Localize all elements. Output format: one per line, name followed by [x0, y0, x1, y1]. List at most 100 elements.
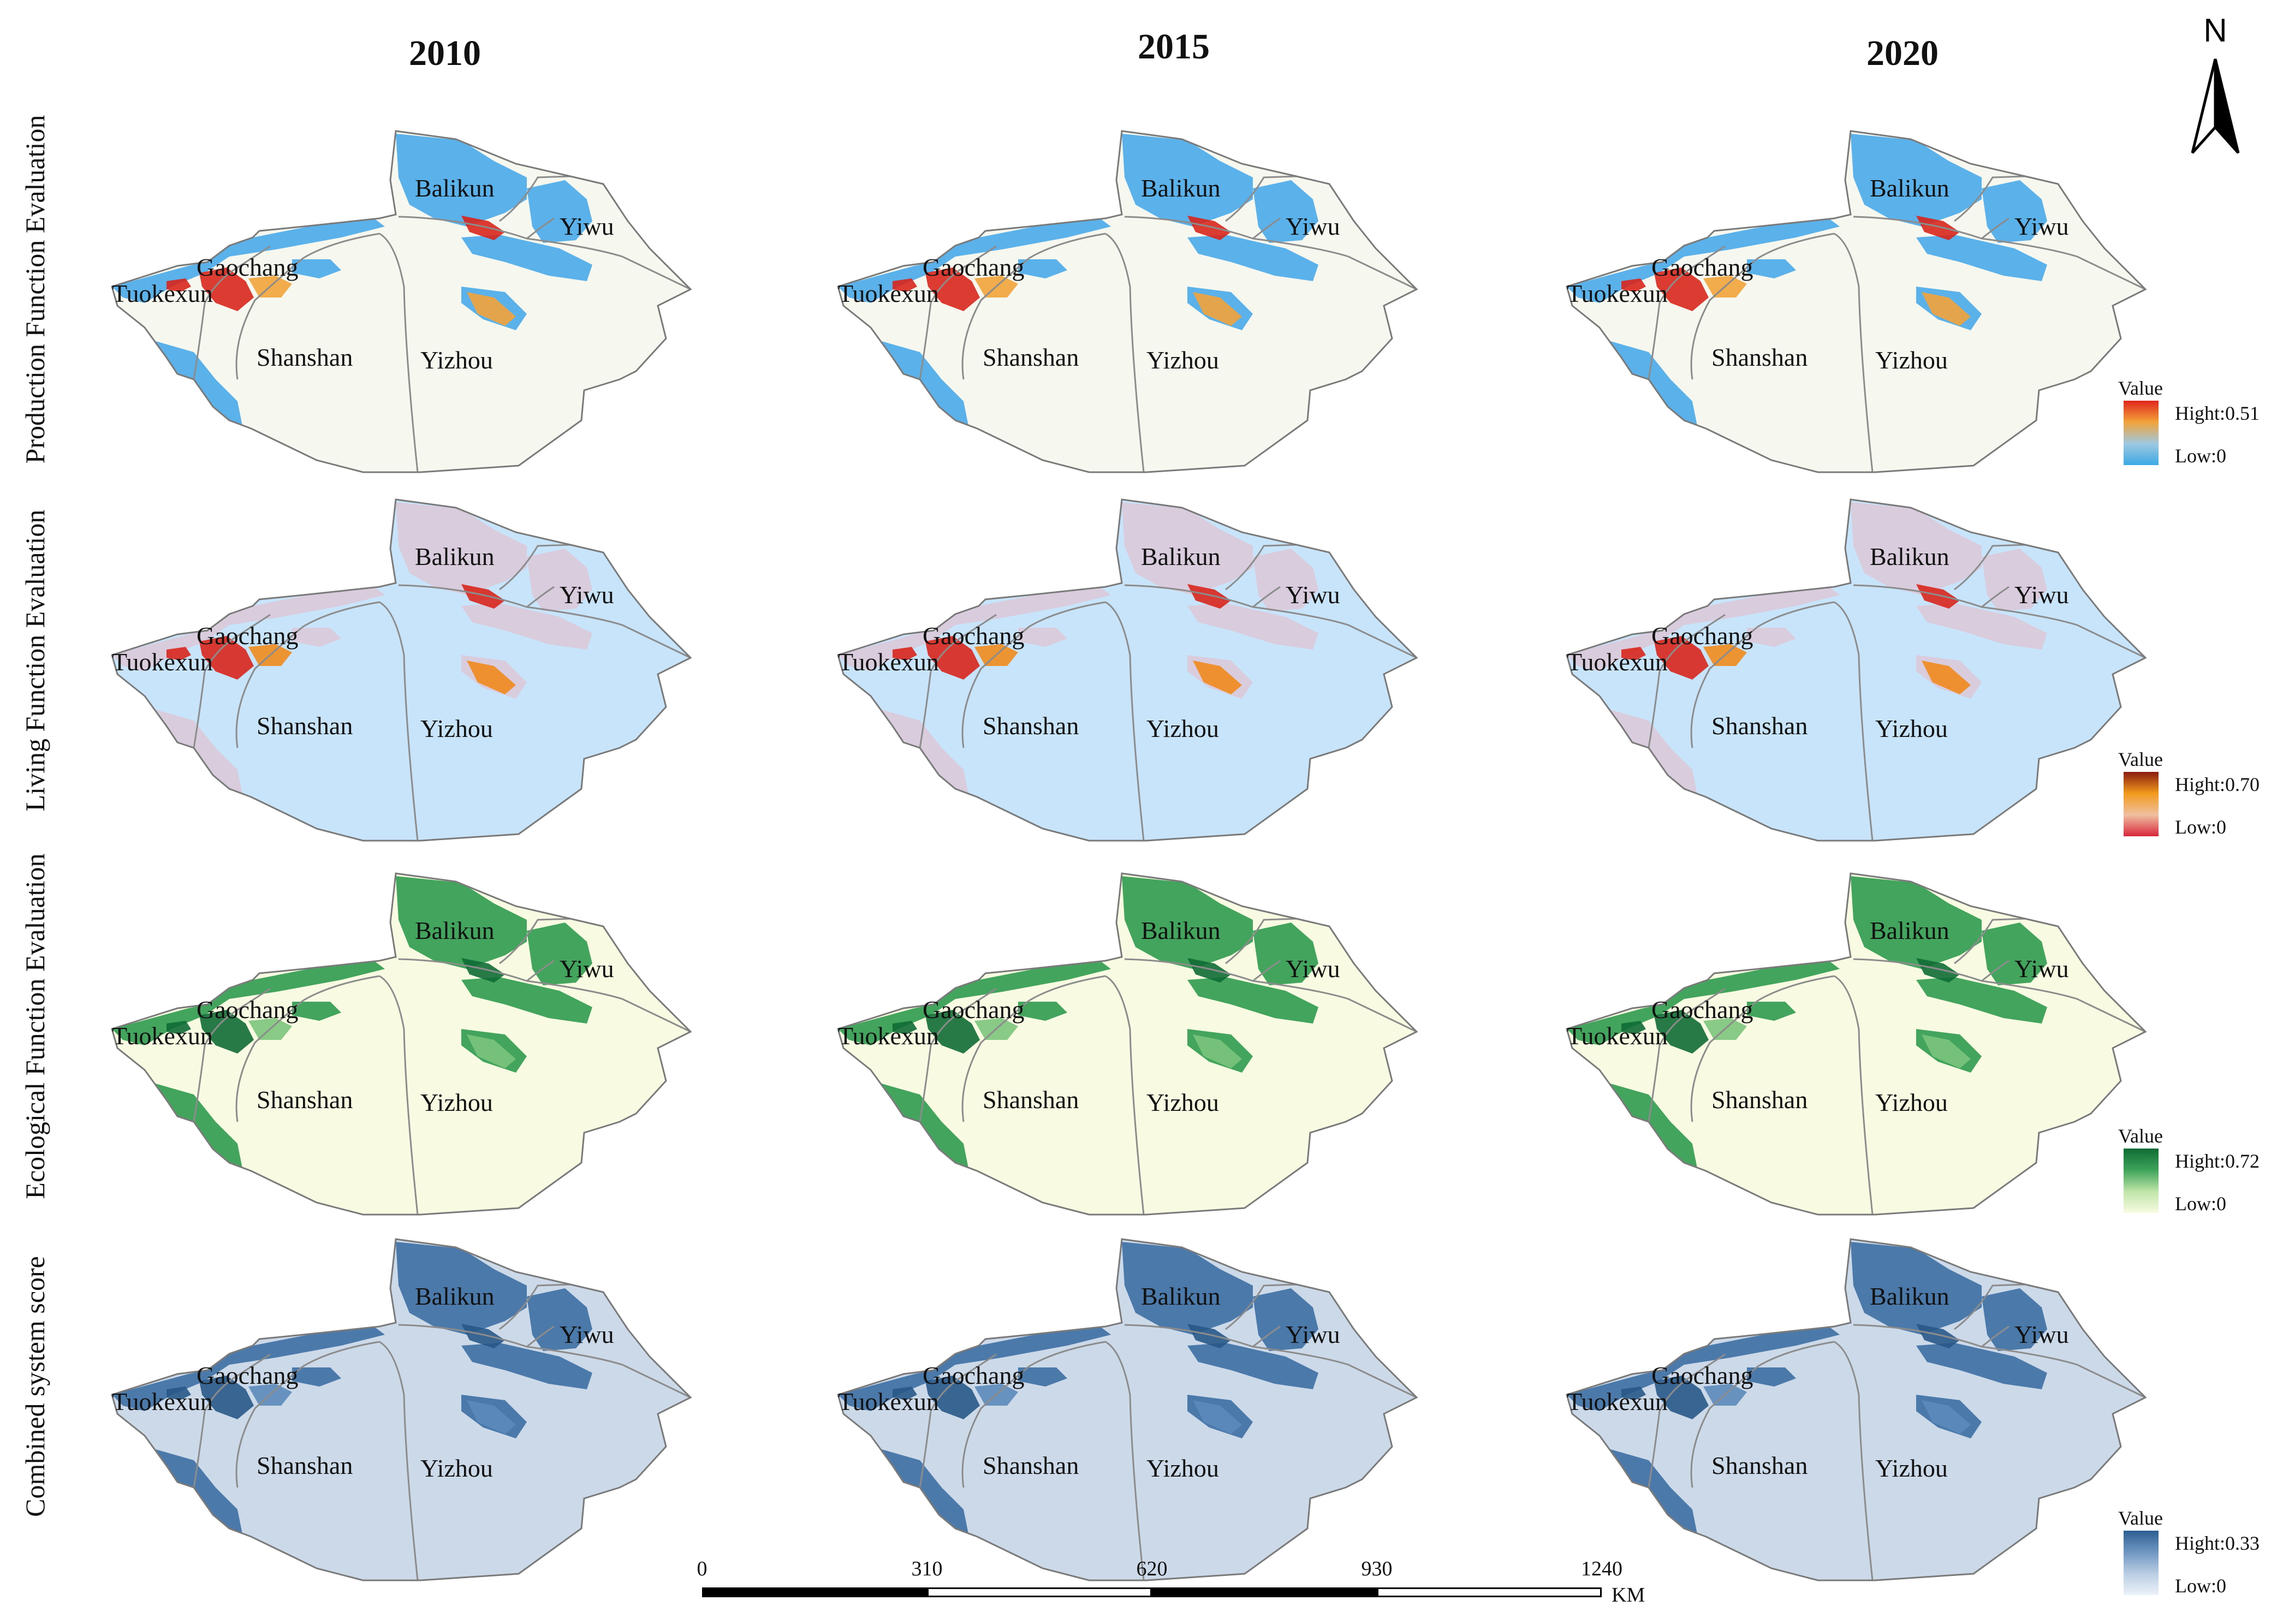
place-label-balikun: Balikun — [1870, 917, 1949, 944]
place-label-shanshan: Shanshan — [1711, 343, 1808, 371]
place-label-balikun: Balikun — [1141, 543, 1221, 570]
district-border — [1834, 975, 1874, 1215]
value-patch — [1610, 341, 1698, 429]
place-label-yiwu: Yiwu — [560, 955, 614, 983]
district-border — [1853, 958, 2146, 1033]
place-label-tuokexun: Tuokexun — [1567, 1388, 1668, 1415]
district-border — [1105, 601, 1145, 841]
value-patch — [882, 710, 969, 797]
high-value-patch — [467, 1034, 516, 1068]
row-label: Living Function Evaluation — [20, 509, 50, 812]
raster-patches — [1567, 876, 2047, 1171]
high-value-patch — [1193, 1400, 1242, 1434]
district-border — [1225, 544, 1297, 591]
value-patch — [1851, 134, 1982, 227]
district-border — [1834, 233, 1874, 473]
north-arrow: N — [2183, 10, 2248, 157]
value-patch — [1122, 502, 1253, 595]
high-value-patch — [1187, 1324, 1231, 1348]
region-outline — [1566, 872, 2147, 1216]
region-outline — [1566, 498, 2147, 842]
place-label-yizhou: Yizhou — [1146, 715, 1219, 742]
year-header-2010: 2010 — [409, 33, 481, 73]
value-patch — [461, 977, 592, 1024]
district-border — [1105, 1341, 1145, 1581]
place-label-yizhou: Yizhou — [1875, 1088, 1948, 1116]
value-patch — [1851, 1242, 1982, 1335]
value-patch — [1610, 1449, 1698, 1537]
region-outline — [1566, 130, 2147, 473]
place-label-yizhou: Yizhou — [1146, 1088, 1219, 1116]
high-value-patch — [199, 1010, 254, 1054]
place-label-yizhou: Yizhou — [1875, 1454, 1948, 1482]
legend-low-label: Low:0 — [2175, 1193, 2226, 1215]
place-label-tuokexun: Tuokexun — [1567, 648, 1668, 676]
place-label-yizhou: Yizhou — [1875, 715, 1948, 742]
high-value-patch — [167, 278, 191, 292]
place-label-yiwu: Yiwu — [2014, 1320, 2069, 1348]
district-border — [1954, 918, 2026, 965]
district-border — [526, 586, 555, 608]
district-border — [1105, 233, 1145, 473]
district-border — [398, 216, 691, 290]
place-label-shanshan: Shanshan — [1711, 712, 1808, 740]
place-label-shanshan: Shanshan — [983, 343, 1079, 371]
district-border — [398, 584, 691, 659]
value-patch — [396, 876, 527, 969]
value-patch — [292, 1367, 341, 1387]
legend-title: Value — [2118, 1507, 2163, 1529]
high-value-patch — [461, 216, 505, 240]
place-label-gaochang: Gaochang — [923, 622, 1024, 650]
value-patch — [1018, 628, 1067, 647]
place-label-shanshan: Shanshan — [983, 712, 1079, 740]
year-header-2015: 2015 — [1138, 27, 1210, 67]
value-patch — [292, 259, 341, 278]
row-label: Ecological Function Evaluation — [20, 853, 50, 1199]
place-label-tuokexun: Tuokexun — [112, 648, 213, 676]
place-label-tuokexun: Tuokexun — [112, 1388, 213, 1415]
value-patch — [1253, 1288, 1318, 1351]
place-label-yiwu: Yiwu — [2014, 581, 2069, 609]
high-value-patch — [167, 1021, 191, 1034]
place-label-balikun: Balikun — [1141, 917, 1221, 944]
place-label-gaochang: Gaochang — [197, 1361, 298, 1389]
high-value-patch — [467, 661, 516, 694]
value-patch — [882, 1084, 969, 1171]
value-patch — [1122, 876, 1253, 969]
legend-title: Value — [2118, 1125, 2163, 1147]
place-label-balikun: Balikun — [415, 917, 495, 944]
district-border — [526, 1325, 555, 1348]
value-patch — [1018, 259, 1067, 278]
place-label-balikun: Balikun — [415, 1282, 495, 1310]
north-arrow-icon: N — [2191, 12, 2240, 154]
place-label-tuokexun: Tuokexun — [838, 1022, 939, 1050]
value-patch — [1916, 235, 2047, 281]
place-label-shanshan: Shanshan — [257, 1086, 353, 1114]
value-patch — [156, 1449, 243, 1537]
district-border — [961, 975, 1106, 1122]
district-border — [1853, 1324, 2146, 1399]
district-border — [919, 988, 997, 1122]
district-border — [1690, 601, 1835, 748]
value-patch — [1747, 1002, 1796, 1021]
high-value-patch — [1621, 647, 1646, 661]
high-value-patch — [1621, 278, 1646, 292]
place-label-gaochang: Gaochang — [1651, 996, 1753, 1024]
legend-color-ramp — [2124, 401, 2159, 465]
legend-high-label: Hight:0.70 — [2175, 774, 2260, 795]
place-label-gaochang: Gaochang — [1651, 253, 1753, 281]
legend: Value Hight:0.70 Low:0 — [2112, 748, 2275, 846]
place-label-yiwu: Yiwu — [560, 1320, 614, 1348]
high-value-patch — [461, 1324, 505, 1348]
high-value-patch — [467, 1400, 516, 1434]
district-border — [1690, 1341, 1835, 1488]
district-border — [499, 175, 571, 222]
place-label-yizhou: Yizhou — [420, 346, 493, 374]
high-value-patch — [1193, 1034, 1242, 1068]
